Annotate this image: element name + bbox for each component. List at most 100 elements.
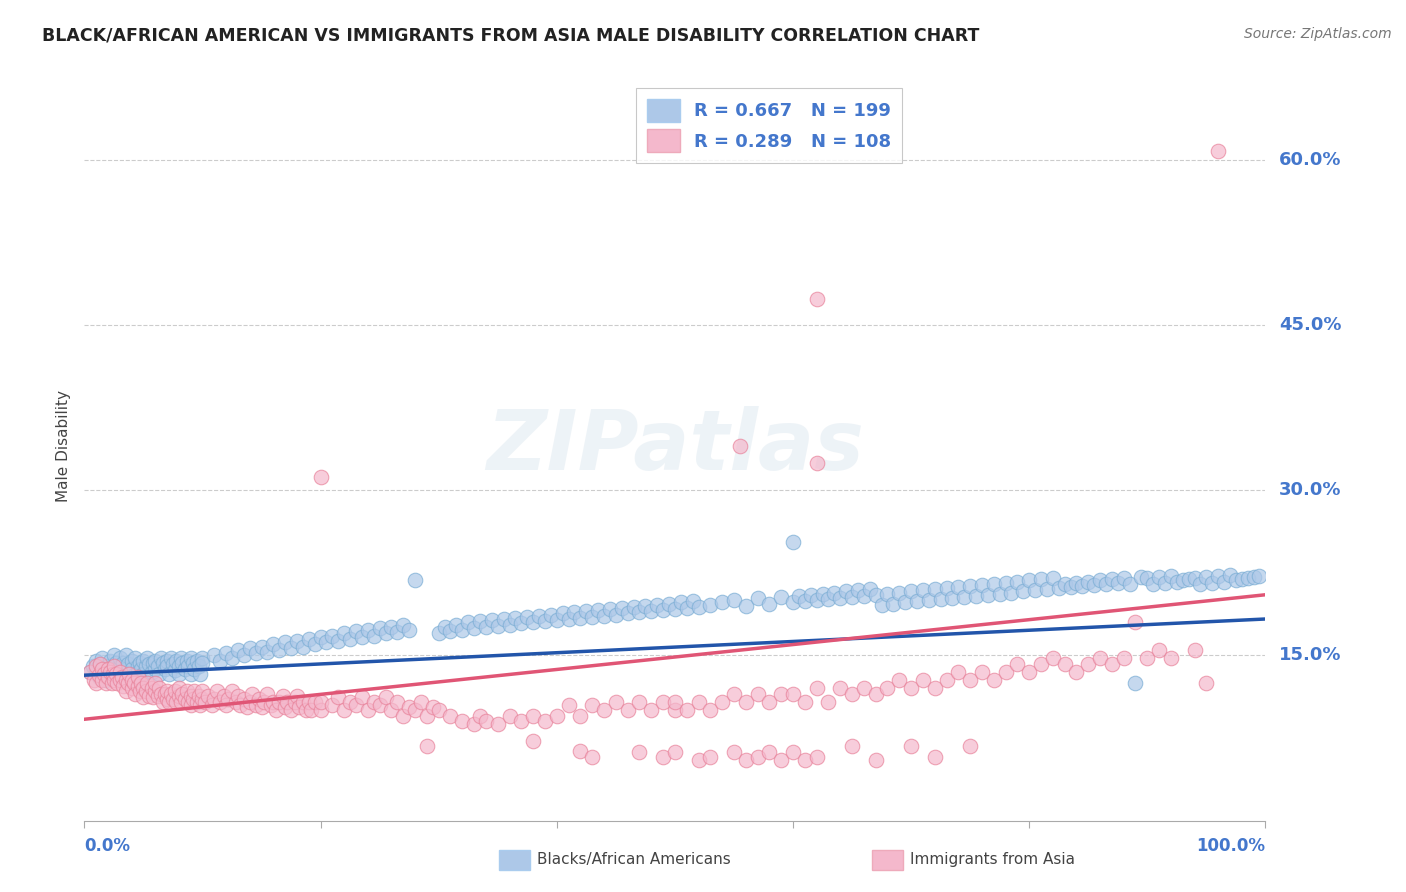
Point (1230, 572, 1253, 586)
Point (475, 620, 498, 634)
Point (186, 654, 208, 668)
Point (226, 689, 249, 703)
Point (117, 676, 139, 690)
Point (1225, 574, 1247, 588)
Point (167, 667, 190, 681)
Point (787, 589, 810, 603)
Point (823, 585, 845, 599)
Point (628, 606, 651, 620)
Point (135, 659, 157, 673)
Point (852, 681, 875, 696)
Point (1018, 665, 1040, 679)
Point (344, 698, 367, 712)
Point (108, 665, 131, 679)
Point (284, 695, 307, 709)
Point (387, 625, 409, 640)
Text: ZIPatlas: ZIPatlas (486, 406, 863, 486)
Point (215, 698, 238, 712)
Point (309, 630, 332, 644)
Point (103, 659, 125, 673)
Point (91, 650, 114, 665)
Point (295, 703, 318, 717)
Point (1195, 570, 1218, 584)
Point (948, 580, 970, 594)
Point (103, 648, 125, 663)
Point (581, 609, 603, 624)
Point (498, 709, 520, 723)
Point (675, 601, 697, 615)
Point (540, 607, 562, 622)
Point (846, 583, 869, 598)
Point (387, 695, 409, 709)
Point (1083, 578, 1105, 592)
Point (610, 601, 633, 615)
Point (841, 590, 863, 604)
Point (344, 624, 367, 639)
Point (122, 676, 145, 690)
Point (734, 753, 756, 767)
Point (664, 745, 686, 759)
Point (628, 745, 651, 759)
Point (180, 698, 202, 712)
Point (225, 695, 247, 709)
Point (734, 695, 756, 709)
Point (156, 659, 179, 673)
Point (865, 588, 887, 602)
Point (112, 679, 135, 693)
Point (298, 695, 321, 709)
Point (136, 650, 159, 665)
Point (176, 683, 198, 698)
Point (221, 683, 243, 698)
Point (146, 659, 169, 673)
Point (711, 695, 734, 709)
Point (1024, 583, 1046, 598)
Point (280, 640, 302, 655)
Point (664, 602, 686, 616)
Point (328, 634, 350, 648)
Point (256, 645, 278, 659)
Point (339, 695, 361, 709)
Point (1000, 585, 1022, 599)
Point (167, 659, 190, 673)
Point (1206, 569, 1229, 583)
Point (1206, 144, 1229, 158)
Point (264, 703, 287, 717)
Point (876, 587, 898, 601)
Point (165, 663, 187, 677)
Point (197, 689, 219, 703)
Point (1077, 657, 1099, 672)
Point (669, 595, 692, 609)
Point (143, 662, 166, 676)
Point (127, 670, 149, 684)
Point (581, 698, 603, 712)
Point (575, 604, 598, 618)
Point (309, 703, 332, 717)
Point (841, 739, 863, 753)
Point (546, 613, 568, 627)
Point (522, 709, 544, 723)
Point (959, 579, 981, 593)
Point (94, 673, 117, 687)
Point (91, 667, 114, 681)
Point (468, 709, 491, 723)
Point (108, 650, 131, 665)
Point (240, 687, 263, 701)
Point (1184, 571, 1206, 585)
Point (159, 650, 181, 665)
Point (269, 695, 291, 709)
Point (357, 623, 380, 637)
Point (1095, 576, 1118, 591)
Point (181, 656, 204, 670)
Point (711, 595, 734, 609)
Point (1160, 650, 1182, 665)
Point (368, 698, 391, 712)
Point (333, 703, 356, 717)
Point (304, 637, 326, 651)
Point (1219, 568, 1241, 582)
Point (747, 749, 769, 764)
Point (148, 681, 170, 696)
Point (1066, 575, 1088, 590)
Point (953, 590, 976, 604)
Point (148, 667, 170, 681)
Point (427, 703, 450, 717)
